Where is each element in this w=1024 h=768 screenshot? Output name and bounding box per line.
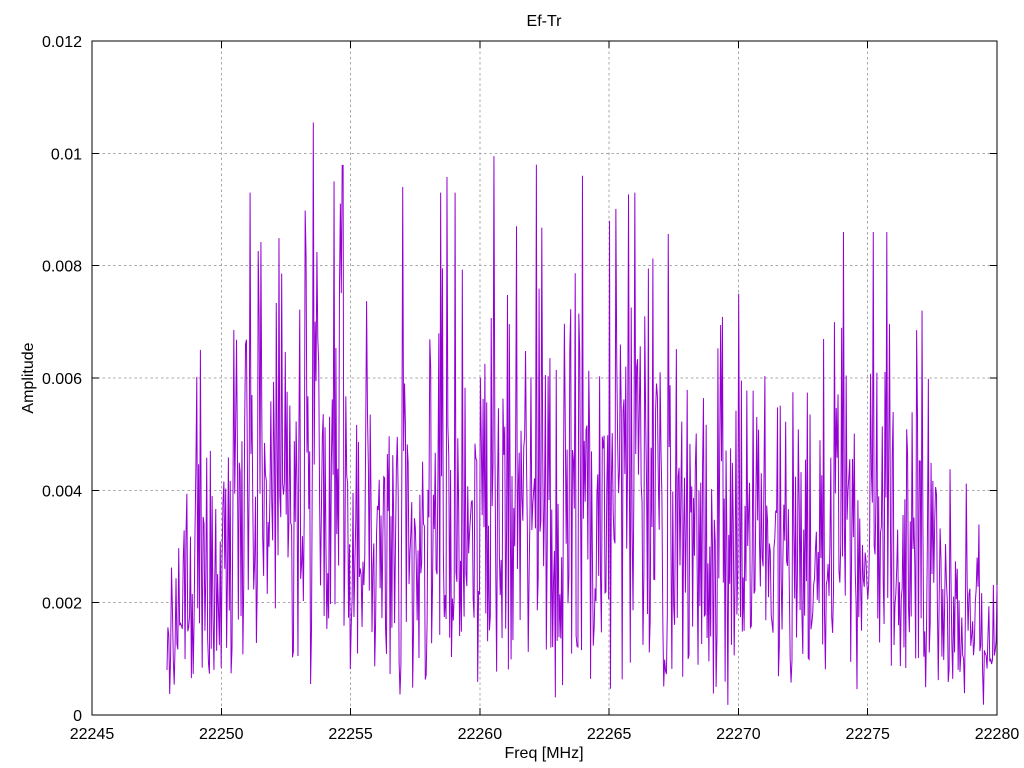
x-tick-label: 22265 xyxy=(587,726,632,743)
x-tick-label: 22255 xyxy=(328,726,373,743)
x-tick-label: 22280 xyxy=(975,726,1020,743)
x-tick-labels: 22245 22250 22255 22260 22265 22270 22275 22280 xyxy=(70,726,1020,743)
y-axis-label: Amplitude xyxy=(20,342,37,413)
spectrum-trace xyxy=(166,122,998,705)
y-tick-label: 0.006 xyxy=(42,371,82,388)
y-tick-label: 0.002 xyxy=(42,596,82,613)
x-tick-label: 22245 xyxy=(70,726,115,743)
y-tick-label: 0.004 xyxy=(42,483,82,500)
y-tick-label: 0.012 xyxy=(42,34,82,51)
y-tick-labels: 0 0.002 0.004 0.006 0.008 0.01 0.012 xyxy=(42,34,82,725)
x-tick-label: 22250 xyxy=(199,726,244,743)
x-tick-label: 22260 xyxy=(458,726,503,743)
y-tick-label: 0.008 xyxy=(42,259,82,276)
y-tick-label: 0.01 xyxy=(51,146,82,163)
x-axis-label: Freq [MHz] xyxy=(504,745,583,762)
x-tick-label: 22275 xyxy=(845,726,890,743)
chart-title: Ef-Tr xyxy=(527,13,563,30)
x-tick-label: 22270 xyxy=(716,726,761,743)
axis-ticks xyxy=(91,40,998,716)
y-tick-label: 0 xyxy=(73,708,82,725)
